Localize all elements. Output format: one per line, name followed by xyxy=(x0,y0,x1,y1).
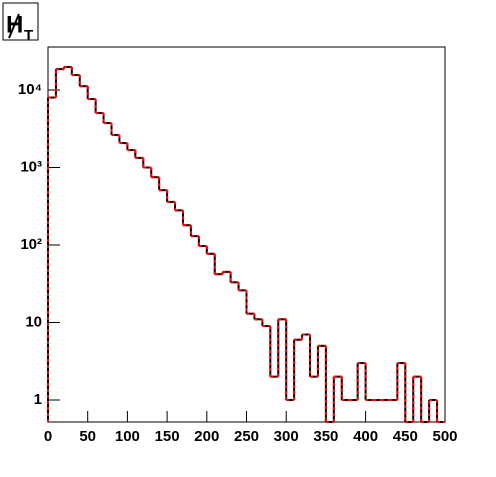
chart-title-subscript: T xyxy=(24,27,33,44)
x-tick-label: 50 xyxy=(79,428,96,445)
y-tick-label: 10⁴ xyxy=(18,81,42,98)
x-tick-label: 300 xyxy=(274,428,299,445)
title-slash xyxy=(8,13,20,39)
x-tick-label: 400 xyxy=(353,428,378,445)
y-tick-label: 10 xyxy=(25,313,42,330)
x-tick-label: 150 xyxy=(155,428,180,445)
title-box xyxy=(2,2,39,41)
x-tick-label: 450 xyxy=(393,428,418,445)
x-tick-label: 200 xyxy=(194,428,219,445)
x-tick-label: 100 xyxy=(115,428,140,445)
y-tick-label: 10² xyxy=(20,236,42,253)
x-tick-label: 350 xyxy=(313,428,338,445)
y-tick-label: 1 xyxy=(34,391,42,408)
y-tick-label: 10³ xyxy=(20,158,42,175)
x-tick-label: 500 xyxy=(432,428,457,445)
x-tick-label: 0 xyxy=(44,428,52,445)
x-tick-label: 250 xyxy=(234,428,259,445)
